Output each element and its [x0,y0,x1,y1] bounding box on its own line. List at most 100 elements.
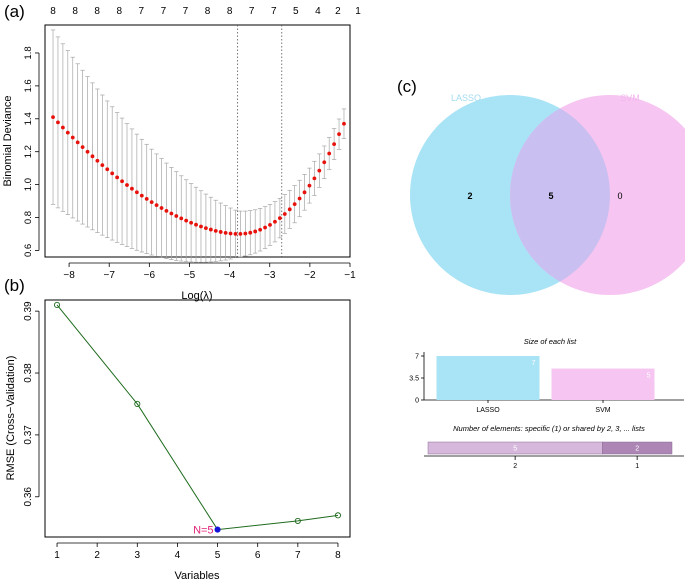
svm-y-label: RMSE (Cross−Validation) [5,356,17,481]
deviance-point [85,149,90,154]
top-axis-count: 7 [161,6,167,17]
x-tick-label: −2 [304,270,316,281]
deviance-point [169,211,174,216]
y-tick-label: 1.6 [23,79,34,92]
top-axis-count: 8 [205,6,211,17]
rmse-points [53,301,342,533]
lasso-x-label: Log(λ) [181,290,212,302]
lasso-cv-plot: −8 −7 −6 −5 −4 −3 −2 −1 0.6 0.8 1.0 1.2 1.4 1.6 1.8 8… [2,6,361,302]
deviance-point [194,222,198,227]
shared-elements-segments: 5 2 2 1 [427,441,673,470]
deviance-point [243,231,248,236]
lasso-top-axis-counts: 8 8 8 8 7 7 7 8 8 7 7 5 4 2 1 [50,6,361,17]
x-tick-label: 7 [295,550,301,561]
shared-elements-title: Number of elements: specific (1) or shar… [453,424,645,433]
list-size-bar [436,356,540,400]
y-tick-label: 0.38 [23,363,34,383]
svm-y-axis: 0.36 0.37 0.38 0.39 [23,301,40,507]
x-tick-label: 8 [335,550,341,561]
deviance-point [95,158,100,163]
deviance-point [302,190,307,195]
best-n-annotation: N=5 [193,525,214,537]
x-tick-label: 2 [94,550,100,561]
deviance-point [248,230,253,235]
x-tick-label: 1 [54,550,60,561]
list-size-category: LASSO [476,407,500,414]
list-size-bar-value: 5 [647,373,651,380]
rmse-line [56,304,339,531]
venn-overlap [510,108,610,282]
y-tick-label: 0.37 [23,425,34,445]
deviance-point [342,121,346,126]
x-tick-label: −8 [63,270,75,281]
top-axis-count: 7 [183,6,189,17]
svm-plot-frame [44,299,351,538]
deviance-point [115,175,120,180]
list-size-y-tick-label: 0 [415,398,419,405]
deviance-point [154,203,159,208]
deviance-point [70,135,75,140]
top-axis-count: 8 [94,6,100,17]
shared-elements-category: 2 [513,463,517,470]
deviance-point [228,231,233,236]
deviance-point [100,163,105,167]
deviance-point [120,179,124,184]
deviance-point [213,228,218,233]
deviance-point [130,186,134,191]
y-tick-label: 0.36 [23,487,34,507]
venn-label-lasso: LASSO [451,93,481,103]
deviance-point [208,227,213,232]
top-axis-count: 7 [139,6,145,17]
deviance-point [174,214,179,218]
y-tick-label: 0.6 [23,244,34,257]
deviance-point [179,216,184,221]
best-point [214,526,221,533]
deviance-point [65,130,70,135]
deviance-point [204,226,208,231]
venn-count-shared: 5 [548,191,553,201]
list-size-title: Size of each list [524,337,577,346]
venn-diagram: LASSO SVM 2 5 0 [410,93,685,295]
top-axis-count: 8 [50,6,56,17]
deviance-point [322,160,327,165]
deviance-point [337,132,341,137]
deviance-point [164,208,169,213]
top-axis-count: 7 [271,6,277,17]
shared-elements-category: 1 [635,463,639,470]
deviance-point [51,115,55,120]
deviance-point [268,222,272,227]
svm-x-label: Variables [174,570,220,581]
deviance-point [159,206,164,210]
shared-elements-segment [602,441,673,455]
panel-label-b: (b) [4,276,25,295]
deviance-point [80,145,85,150]
deviance-points [51,115,346,236]
deviance-point [56,120,60,125]
deviance-point [105,167,110,172]
y-tick-label: 0.39 [23,301,34,321]
deviance-point [139,193,144,198]
list-size-category: SVM [595,407,610,414]
lambda-reference-lines [237,25,283,257]
shared-elements-chart: Number of elements: specific (1) or shar… [424,424,684,470]
x-tick-label: −3 [264,270,276,281]
deviance-point [287,207,292,212]
rmse-point [294,517,301,524]
list-size-bar-value: 7 [532,360,536,367]
list-size-bar [551,368,655,400]
x-tick-label: −4 [224,270,236,281]
deviance-point [189,220,194,225]
deviance-point [238,232,243,236]
deviance-point [258,227,263,232]
deviance-point [263,225,267,230]
deviance-point [149,200,154,204]
lasso-y-label: Binomial Deviance [2,95,14,186]
deviance-point [90,154,95,159]
top-axis-count: 4 [315,6,321,17]
deviance-point [312,176,317,181]
list-size-y-tick-label: 7 [415,354,419,361]
deviance-point [60,125,65,130]
lasso-x-axis: −8 −7 −6 −5 −4 −3 −2 −1 [63,262,356,281]
